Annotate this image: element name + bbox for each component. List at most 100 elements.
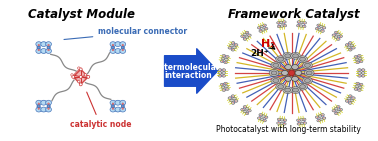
Ellipse shape [297, 24, 300, 27]
Ellipse shape [36, 42, 42, 47]
Ellipse shape [234, 100, 238, 102]
Ellipse shape [299, 25, 303, 27]
Ellipse shape [283, 119, 287, 122]
Ellipse shape [225, 85, 228, 88]
Ellipse shape [112, 105, 115, 108]
Ellipse shape [285, 54, 291, 58]
Circle shape [235, 44, 236, 45]
Ellipse shape [218, 72, 222, 74]
Ellipse shape [277, 118, 281, 121]
Circle shape [264, 120, 265, 121]
Circle shape [37, 105, 40, 107]
Text: interaction: interaction [164, 71, 212, 80]
Ellipse shape [358, 89, 361, 91]
Ellipse shape [218, 69, 222, 71]
Circle shape [48, 49, 49, 51]
Ellipse shape [302, 62, 312, 69]
Ellipse shape [112, 46, 115, 49]
Ellipse shape [264, 27, 268, 30]
Ellipse shape [224, 82, 228, 85]
Circle shape [351, 97, 352, 98]
Ellipse shape [115, 42, 121, 47]
Circle shape [304, 24, 305, 25]
Circle shape [37, 46, 40, 49]
Ellipse shape [271, 77, 281, 84]
Circle shape [112, 49, 114, 51]
Circle shape [318, 25, 319, 26]
Ellipse shape [260, 25, 264, 28]
Circle shape [232, 49, 233, 50]
Circle shape [79, 75, 82, 78]
Circle shape [322, 115, 323, 116]
Circle shape [226, 56, 228, 57]
Ellipse shape [276, 56, 285, 63]
Circle shape [322, 30, 323, 31]
Ellipse shape [47, 105, 50, 108]
Circle shape [259, 117, 260, 118]
Ellipse shape [220, 60, 224, 63]
Ellipse shape [285, 76, 291, 81]
Ellipse shape [315, 116, 319, 119]
Ellipse shape [359, 83, 363, 86]
Circle shape [350, 49, 351, 50]
Circle shape [232, 96, 233, 97]
Circle shape [222, 84, 223, 85]
Ellipse shape [305, 63, 310, 67]
Ellipse shape [359, 60, 363, 63]
Ellipse shape [226, 56, 229, 58]
Ellipse shape [41, 42, 46, 47]
Ellipse shape [226, 88, 229, 90]
Circle shape [304, 26, 305, 27]
Ellipse shape [276, 83, 285, 90]
Ellipse shape [293, 54, 299, 58]
Circle shape [356, 56, 357, 57]
Ellipse shape [337, 110, 340, 113]
Circle shape [359, 83, 360, 84]
Circle shape [122, 103, 124, 104]
Ellipse shape [302, 77, 312, 84]
Ellipse shape [322, 27, 326, 29]
Ellipse shape [350, 99, 354, 102]
Ellipse shape [291, 76, 299, 81]
Circle shape [112, 103, 114, 104]
Ellipse shape [41, 49, 46, 53]
Ellipse shape [303, 122, 307, 124]
Ellipse shape [355, 58, 359, 61]
Text: Photocatalyst with long-term stability: Photocatalyst with long-term stability [216, 125, 361, 135]
Ellipse shape [318, 29, 322, 31]
Circle shape [304, 23, 305, 24]
Circle shape [235, 101, 236, 102]
Ellipse shape [41, 100, 46, 105]
Ellipse shape [319, 25, 323, 28]
Ellipse shape [297, 123, 301, 125]
Ellipse shape [336, 106, 340, 108]
Ellipse shape [297, 119, 300, 122]
Circle shape [47, 105, 50, 107]
Ellipse shape [278, 85, 284, 89]
Circle shape [84, 74, 87, 76]
Ellipse shape [120, 42, 125, 47]
Circle shape [348, 43, 349, 44]
Ellipse shape [355, 85, 359, 88]
Ellipse shape [332, 109, 336, 112]
Ellipse shape [277, 22, 280, 24]
Ellipse shape [263, 24, 266, 27]
Ellipse shape [225, 58, 228, 61]
Circle shape [248, 112, 249, 113]
Ellipse shape [349, 49, 352, 51]
Circle shape [298, 123, 299, 124]
Ellipse shape [347, 97, 350, 100]
Circle shape [259, 27, 260, 29]
Circle shape [77, 81, 80, 83]
Ellipse shape [280, 21, 283, 24]
Circle shape [340, 109, 341, 110]
Ellipse shape [349, 102, 352, 104]
Ellipse shape [358, 72, 361, 74]
Ellipse shape [121, 105, 124, 108]
Ellipse shape [222, 89, 226, 91]
Ellipse shape [339, 108, 342, 111]
Circle shape [340, 36, 341, 37]
Circle shape [289, 70, 294, 76]
Ellipse shape [352, 47, 355, 49]
Ellipse shape [319, 118, 323, 121]
